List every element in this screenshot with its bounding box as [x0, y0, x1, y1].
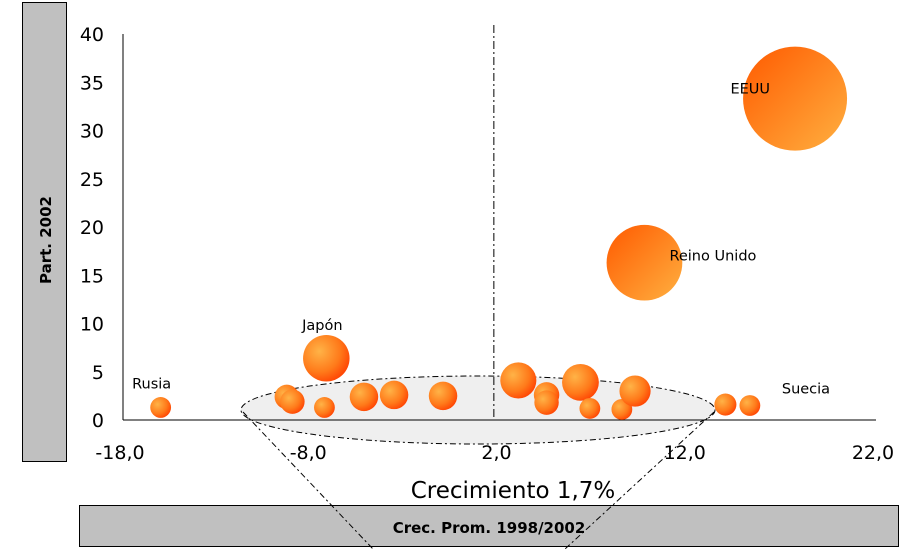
bubble-label: Reino Unido [669, 249, 756, 265]
x-tick-label: 2,0 [481, 442, 511, 464]
bubble-point [314, 397, 335, 418]
bubble-jap-n [303, 334, 350, 382]
bubble-point [579, 398, 601, 419]
bubble-suecia [739, 395, 761, 416]
x-tick-label: -18,0 [95, 442, 144, 464]
x-axis-title: Crec. Prom. 1998/2002 [393, 519, 586, 537]
y-tick-label: 30 [80, 121, 104, 143]
funnel-line-left [242, 411, 374, 549]
bubble-point [280, 389, 305, 414]
y-axis-title: Part. 2002 [37, 196, 55, 284]
y-axis-title-panel [22, 2, 67, 462]
x-tick-label: 22,0 [852, 442, 894, 464]
bubble-point [428, 381, 458, 411]
y-tick-label: 5 [92, 362, 104, 384]
bubble-point [534, 390, 559, 415]
y-tick-label: 20 [80, 217, 104, 239]
y-tick-label: 25 [80, 169, 104, 191]
x-tick-label: -8,0 [290, 442, 327, 464]
funnel-line-right [564, 411, 715, 549]
y-tick-label: 15 [80, 265, 104, 287]
bubble-rusia [150, 397, 172, 418]
bubble-point [349, 382, 379, 412]
bubble-reino-unido [606, 224, 683, 301]
bubble-label: Suecia [782, 382, 830, 398]
y-tick-label: 10 [80, 314, 104, 336]
bubble-label: EEUU [730, 82, 770, 98]
bubble-label: Japón [301, 318, 342, 334]
bubble-point [714, 393, 737, 416]
x-axis-title-panel [79, 505, 899, 547]
bubble-eeuu [743, 46, 848, 151]
bubble-point [562, 363, 599, 401]
bubble-point [500, 362, 537, 399]
y-tick-label: 35 [80, 72, 104, 94]
y-tick-label: 0 [92, 410, 104, 432]
bubble-label: Rusia [132, 376, 171, 392]
x-tick-label: 12,0 [664, 442, 706, 464]
bubble-point [619, 375, 651, 407]
y-tick-label: 40 [80, 24, 104, 46]
bubble-point [379, 380, 409, 410]
growth-annotation: Crecimiento 1,7% [411, 478, 616, 504]
